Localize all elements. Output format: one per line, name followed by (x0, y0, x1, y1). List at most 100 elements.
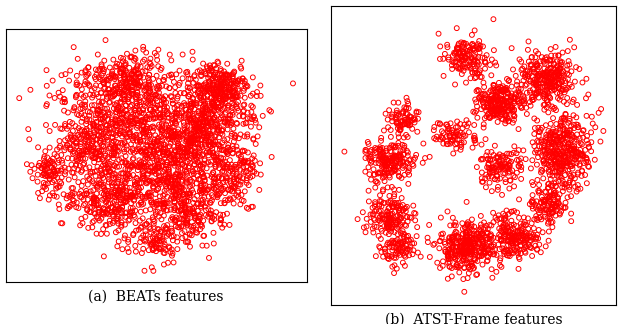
Point (518, 94, 528, 99)
Point (105, 127, 115, 132)
Point (531, 82, 541, 87)
Point (106, 119, 116, 124)
Point (176, 103, 186, 109)
Point (190, 137, 200, 142)
Point (146, 141, 156, 146)
Point (544, 185, 554, 190)
Point (64, 166, 74, 171)
Point (201, 213, 211, 218)
Point (218, 156, 228, 161)
Point (209, 176, 219, 181)
Point (176, 182, 186, 187)
Point (546, 53, 556, 58)
Point (86, 169, 96, 174)
Point (121, 195, 131, 200)
Point (570, 79, 580, 84)
Point (175, 68, 185, 73)
Point (425, 154, 435, 159)
Point (198, 190, 208, 195)
Point (149, 231, 159, 237)
Point (533, 51, 543, 56)
Point (217, 188, 227, 193)
Point (204, 139, 214, 144)
Point (557, 80, 567, 85)
Point (124, 127, 134, 132)
Point (163, 110, 173, 116)
Point (233, 188, 243, 193)
Point (243, 84, 253, 89)
Point (81, 74, 91, 79)
Point (60, 172, 70, 177)
Point (51, 186, 61, 191)
Point (517, 231, 527, 236)
Point (241, 178, 251, 183)
Point (203, 75, 213, 81)
Point (164, 245, 175, 250)
Point (524, 71, 534, 76)
Point (171, 133, 181, 138)
Point (220, 90, 231, 96)
Point (468, 47, 478, 52)
Point (154, 173, 164, 178)
Point (189, 150, 199, 155)
Point (464, 49, 474, 54)
Point (198, 171, 208, 176)
Point (143, 75, 153, 80)
Point (504, 99, 514, 105)
Point (137, 149, 147, 154)
Point (545, 57, 555, 62)
Point (219, 75, 229, 80)
Point (140, 222, 150, 227)
Point (384, 232, 394, 237)
Point (135, 139, 145, 144)
Point (383, 240, 393, 245)
Point (546, 70, 556, 75)
Point (171, 149, 181, 154)
Point (155, 102, 165, 108)
Point (153, 186, 163, 191)
Point (383, 216, 393, 221)
Point (154, 150, 164, 156)
Point (467, 55, 477, 60)
Point (503, 242, 513, 248)
Point (224, 103, 234, 108)
Point (500, 113, 510, 118)
Point (125, 205, 135, 211)
Point (112, 107, 122, 112)
Point (144, 82, 154, 87)
Point (96, 62, 106, 67)
Point (140, 228, 151, 234)
Point (185, 136, 195, 142)
Point (460, 65, 470, 70)
Point (166, 182, 176, 187)
Point (459, 62, 469, 67)
Point (67, 190, 77, 195)
Point (567, 147, 577, 152)
Point (472, 60, 483, 65)
Point (445, 248, 455, 253)
Point (199, 233, 209, 238)
Point (224, 165, 234, 170)
Point (207, 175, 217, 180)
Point (117, 81, 127, 86)
Point (219, 147, 229, 153)
Point (546, 46, 556, 52)
Point (208, 76, 218, 81)
Point (396, 154, 406, 159)
Point (391, 220, 401, 225)
Point (553, 70, 563, 75)
Point (175, 131, 185, 136)
Point (544, 74, 554, 79)
Point (167, 135, 177, 140)
Point (369, 167, 379, 172)
Point (42, 68, 52, 73)
Point (83, 147, 93, 152)
Point (73, 205, 83, 211)
Point (66, 134, 76, 139)
Point (390, 156, 400, 161)
Point (110, 83, 120, 88)
Point (108, 201, 118, 206)
Point (193, 109, 203, 114)
Point (510, 95, 520, 100)
Point (91, 150, 101, 155)
